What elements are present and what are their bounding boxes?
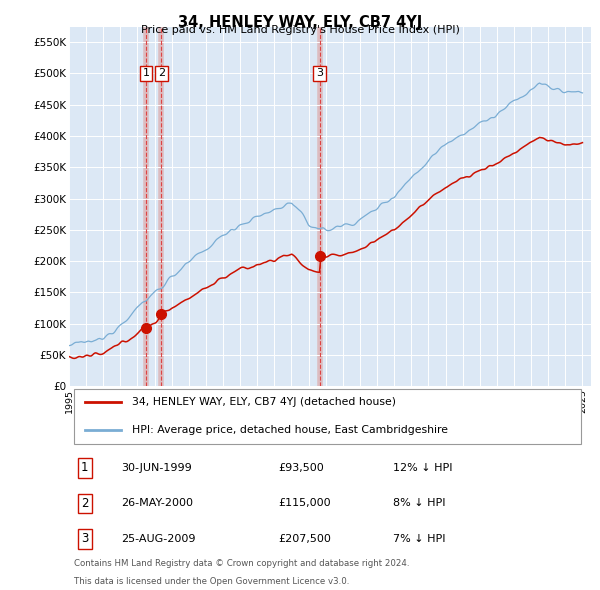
Text: Price paid vs. HM Land Registry's House Price Index (HPI): Price paid vs. HM Land Registry's House …	[140, 25, 460, 35]
Text: 3: 3	[81, 532, 88, 546]
Text: 30-JUN-1999: 30-JUN-1999	[121, 463, 192, 473]
Text: This data is licensed under the Open Government Licence v3.0.: This data is licensed under the Open Gov…	[74, 577, 350, 586]
Text: 2: 2	[81, 497, 88, 510]
Text: £115,000: £115,000	[278, 499, 331, 509]
Text: £207,500: £207,500	[278, 534, 331, 544]
Text: 26-MAY-2000: 26-MAY-2000	[121, 499, 193, 509]
Text: Contains HM Land Registry data © Crown copyright and database right 2024.: Contains HM Land Registry data © Crown c…	[74, 559, 410, 568]
Text: HPI: Average price, detached house, East Cambridgeshire: HPI: Average price, detached house, East…	[131, 425, 448, 435]
Text: 3: 3	[316, 68, 323, 78]
Text: 1: 1	[143, 68, 149, 78]
Text: 8% ↓ HPI: 8% ↓ HPI	[392, 499, 445, 509]
Text: 34, HENLEY WAY, ELY, CB7 4YJ: 34, HENLEY WAY, ELY, CB7 4YJ	[178, 15, 422, 30]
Text: 12% ↓ HPI: 12% ↓ HPI	[392, 463, 452, 473]
Text: 2: 2	[158, 68, 165, 78]
Text: 1: 1	[81, 461, 88, 474]
Text: £93,500: £93,500	[278, 463, 323, 473]
Text: 34, HENLEY WAY, ELY, CB7 4YJ (detached house): 34, HENLEY WAY, ELY, CB7 4YJ (detached h…	[131, 398, 395, 408]
Text: 25-AUG-2009: 25-AUG-2009	[121, 534, 196, 544]
Text: 7% ↓ HPI: 7% ↓ HPI	[392, 534, 445, 544]
